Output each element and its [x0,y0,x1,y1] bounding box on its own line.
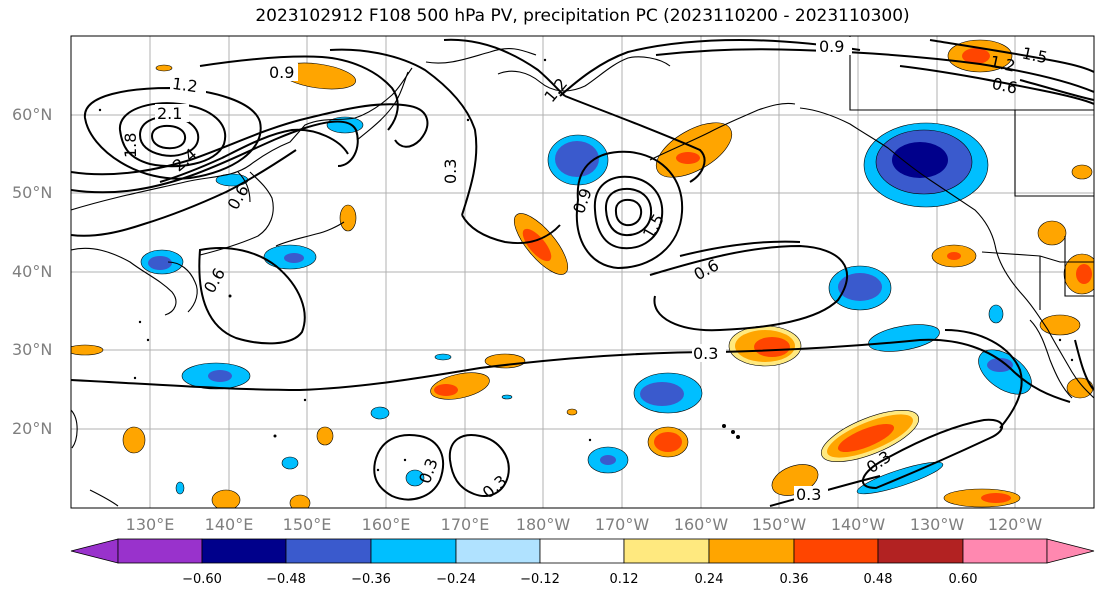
colorbar-extend-low [70,538,119,564]
contour-label: 1.2 [988,52,1017,76]
lon-label-160e: 160°E [361,515,411,534]
coastlines [71,36,1094,507]
contour-label: 0.9 [269,63,294,82]
islands [98,58,1074,472]
lon-label-140w: 140°W [830,515,886,534]
lon-label-170w: 170°W [594,515,650,534]
lon-label-160w: 160°W [673,515,729,534]
gridlines [71,36,1094,508]
lon-label-150w: 150°W [751,515,807,534]
lon-label-180w: 180°W [515,515,571,534]
contour-label: 0.3 [796,485,821,504]
colorbar-tick: 0.60 [948,572,978,587]
lat-label-60n: 60°N [12,105,53,124]
colorbar-tick: −0.48 [266,572,306,587]
colorbar-tick: −0.12 [520,572,560,587]
contour-label: 1.2 [171,74,199,96]
lon-label-120w: 120°W [987,515,1043,534]
precip-positive-blobs [71,39,1094,508]
lat-label-20n: 20°N [12,419,53,438]
contour-label: 1.8 [121,133,140,158]
colorbar-extend-high [1046,538,1095,564]
colorbar-tick: −0.60 [182,572,222,587]
colorbar-tick: 0.36 [779,572,809,587]
contour-label: 0.3 [441,159,460,184]
contour-label: 2.1 [157,104,182,123]
colorbar [70,538,1095,564]
lat-label-40n: 40°N [12,262,53,281]
contour-label: 1.5 [1020,43,1049,67]
contour-label: 0.3 [693,344,718,363]
lon-label-150e: 150°E [282,515,332,534]
lon-label-170e: 170°E [440,515,490,534]
map-title: 2023102912 F108 500 hPa PV, precipitatio… [255,6,910,26]
colorbar-tick: −0.36 [351,572,391,587]
colorbar-tick: 0.48 [863,572,893,587]
colorbar-tick: 0.12 [609,572,639,587]
lon-label-130e: 130°E [125,515,175,534]
lat-label-50n: 50°N [12,183,53,202]
colorbar-tick: −0.24 [436,572,476,587]
lat-label-30n: 30°N [12,340,53,359]
contour-label: 0.9 [819,37,844,56]
contour-labels: 0.9 1.2 2.1 1.8 2.4 0.6 0.3 1.2 0.9 1.5 … [121,37,1049,504]
precip-negative-blobs [140,116,1032,495]
colorbar-tick: 0.24 [694,572,724,587]
lon-label-130w: 130°W [909,515,965,534]
pv-contours [71,38,1094,507]
contour-label: 0.6 [990,74,1019,98]
lon-label-140e: 140°E [204,515,254,534]
